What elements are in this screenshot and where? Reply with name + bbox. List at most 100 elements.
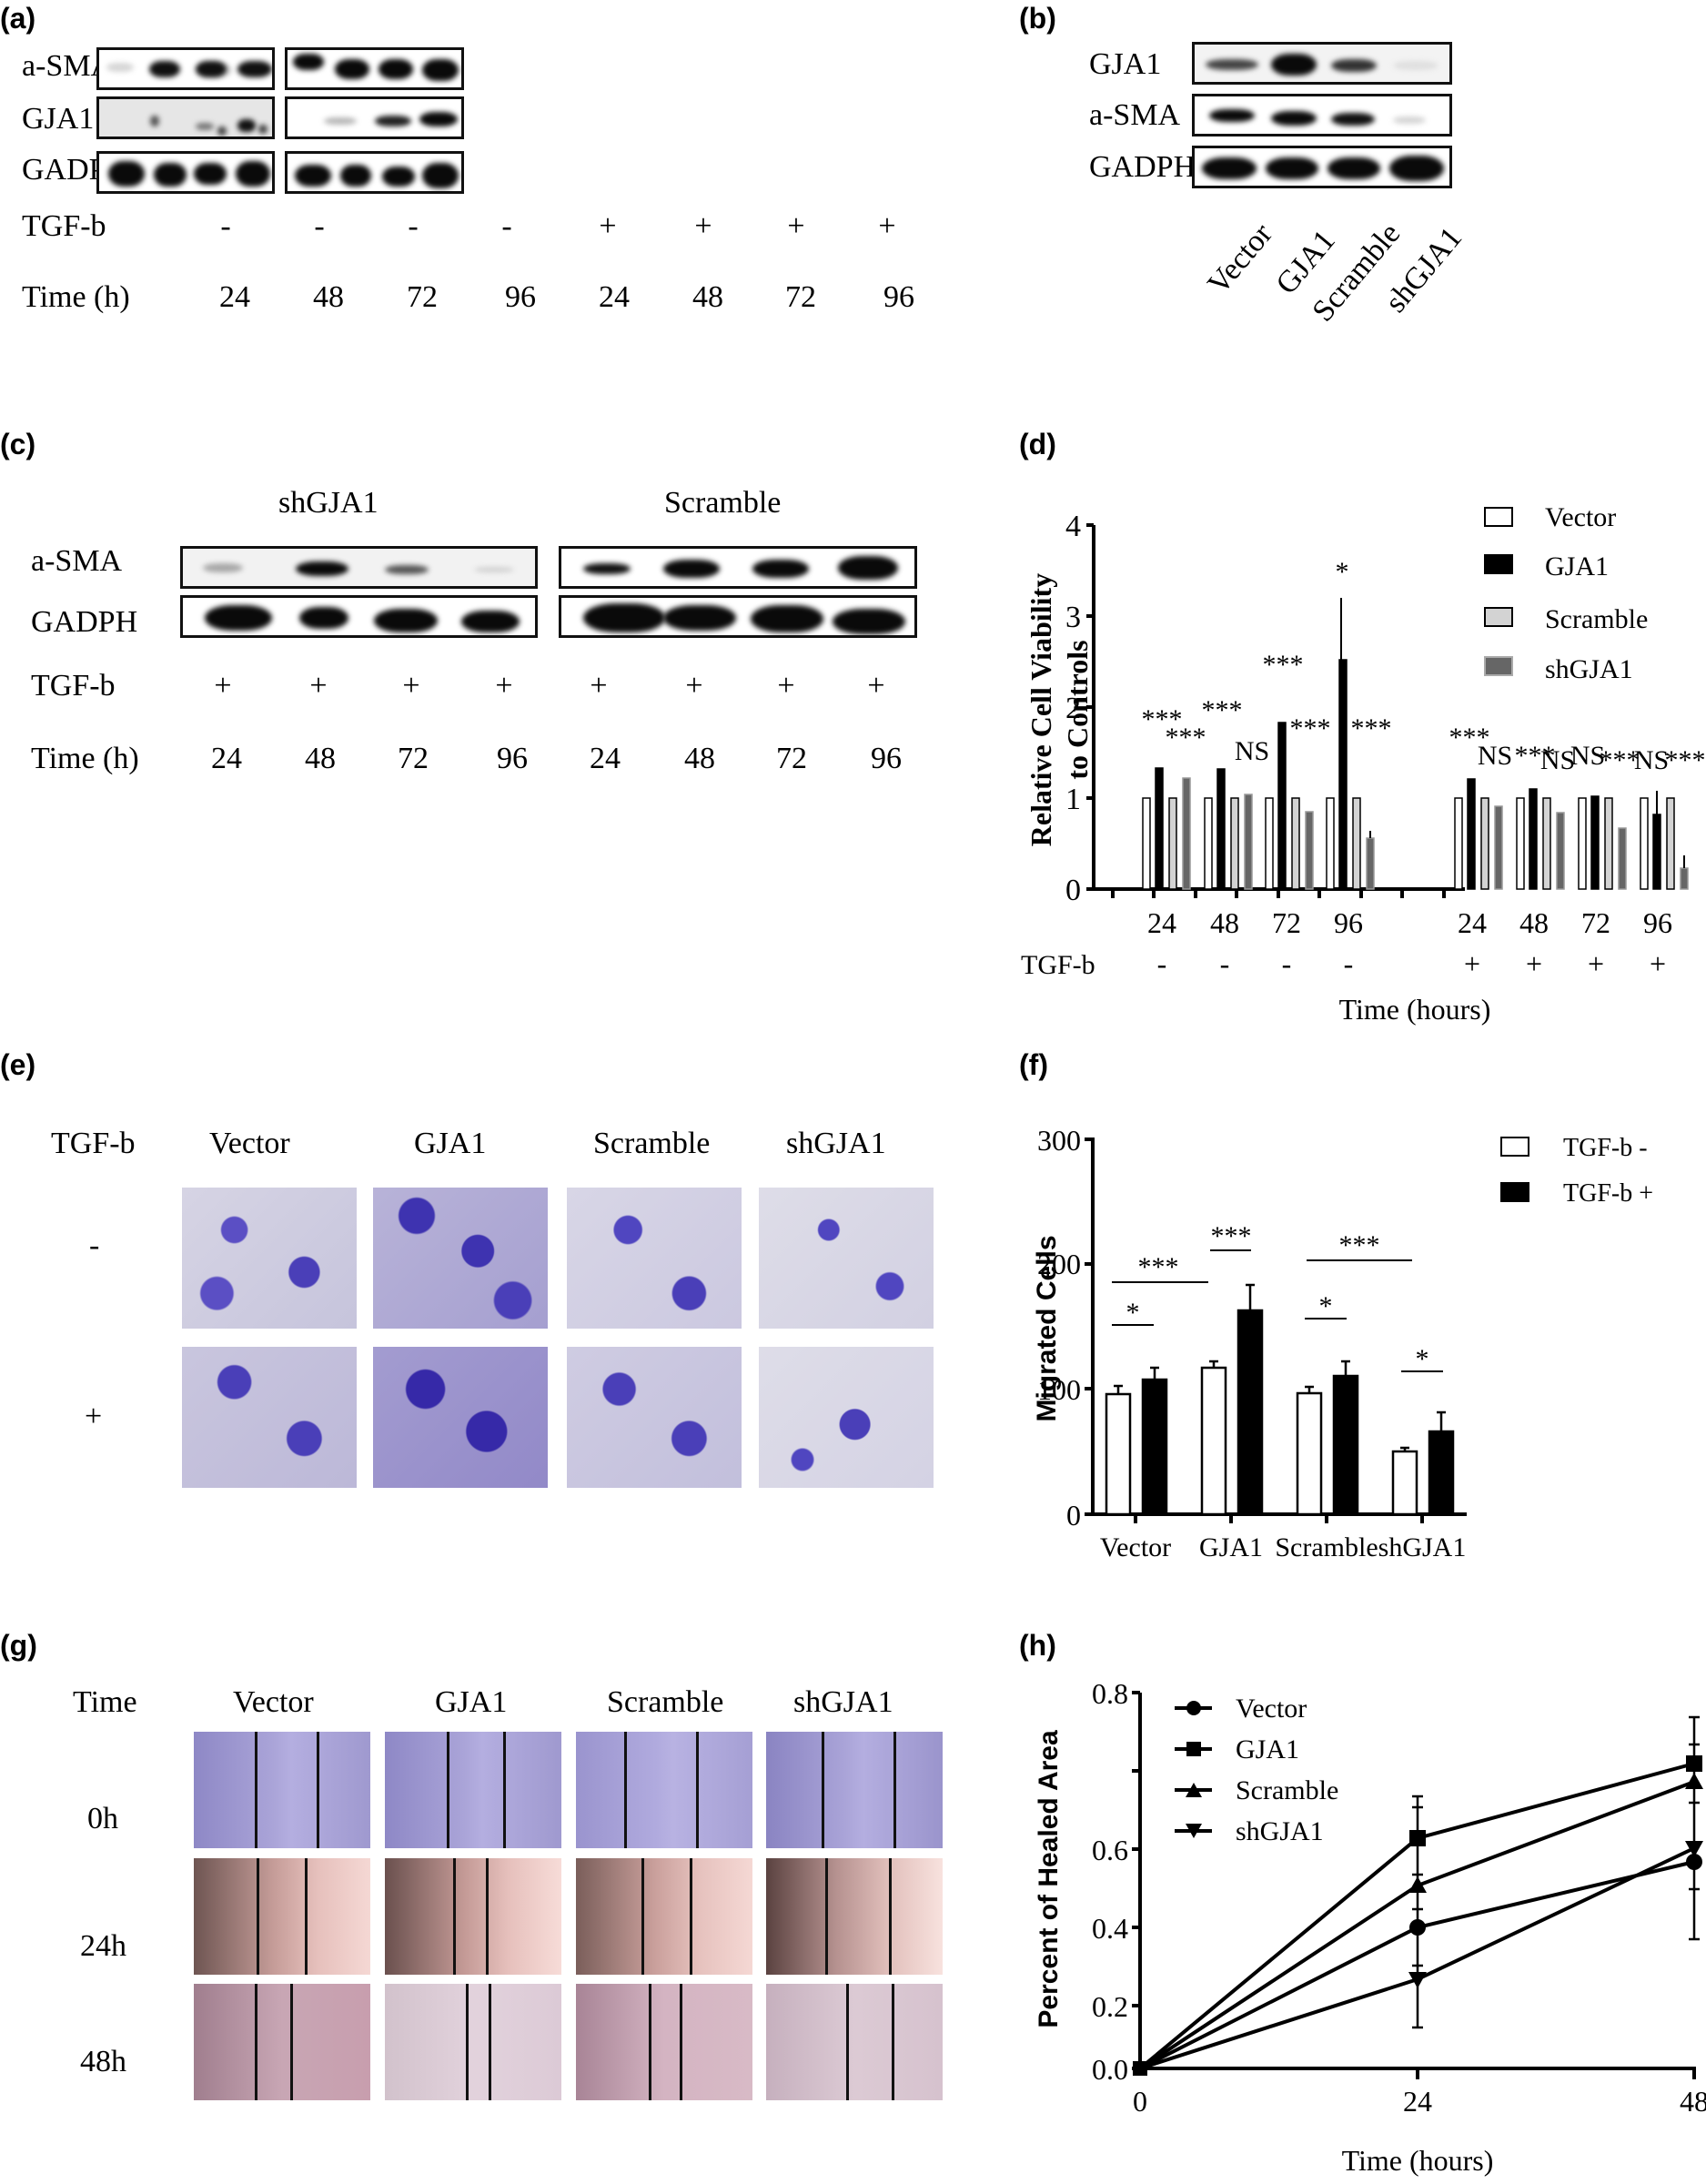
svg-text:Scramble: Scramble (1275, 1532, 1378, 1562)
row-label-asma: a-SMA (1089, 98, 1181, 132)
tgf-sign: + (867, 669, 885, 703)
col-header-vector: Vector (209, 1127, 290, 1160)
tgf-sign: - (220, 209, 231, 243)
transwell-image (759, 1347, 934, 1488)
row-label-gadph: GADPH (1089, 150, 1196, 184)
tgf-label-c: TGF-b (31, 669, 116, 703)
panel-label-g: (g) (0, 1629, 37, 1662)
row-label-minus: - (89, 1228, 100, 1262)
tgf-sign: + (590, 669, 608, 703)
svg-text:*: * (1336, 557, 1349, 587)
svg-text:200: 200 (1037, 1248, 1081, 1280)
svg-text:0.4: 0.4 (1092, 1912, 1128, 1945)
svg-text:NS: NS (1540, 745, 1575, 775)
svg-text:2: 2 (1065, 692, 1081, 725)
svg-text:Migrated Cells: Migrated Cells (1032, 1235, 1062, 1421)
time-label-c: Time (h) (31, 742, 139, 775)
transwell-image (567, 1347, 742, 1488)
panel-label-b: (b) (1019, 2, 1056, 35)
scratch-image (766, 1984, 943, 2100)
tgf-sign: - (314, 209, 325, 243)
group-label-shgja1: shGJA1 (278, 486, 379, 520)
tgf-sign: + (495, 669, 513, 703)
blot-asma-shgja1 (180, 546, 538, 589)
svg-text:TGF-b: TGF-b (1021, 950, 1095, 980)
svg-text:***: *** (1138, 1252, 1179, 1282)
row-label-plus: + (85, 1400, 103, 1433)
time-value: 24 (599, 280, 630, 314)
svg-text:*: * (1416, 1344, 1429, 1374)
time-label-a: Time (h) (22, 280, 130, 314)
svg-text:to Controls: to Controls (1061, 640, 1094, 779)
panel-label-f: (f) (1019, 1048, 1048, 1081)
svg-text:Percent of Healed Area: Percent of Healed Area (1034, 1730, 1064, 2028)
transwell-image (373, 1347, 548, 1488)
svg-text:***: *** (1351, 713, 1392, 743)
svg-text:0.8: 0.8 (1092, 1677, 1128, 1710)
svg-text:GJA1: GJA1 (1236, 1734, 1299, 1764)
time-value: 72 (785, 280, 816, 314)
svg-text:24: 24 (1147, 906, 1176, 939)
blot-gja1-tgf-minus (96, 96, 275, 139)
svg-text:***: *** (1600, 745, 1640, 775)
time-value: 72 (776, 742, 807, 775)
scratch-image (194, 1858, 370, 1975)
scratch-image (576, 1732, 752, 1848)
viability-bar-chart: ****** ***NS ****** **** ***NS ***NS NS*… (1021, 502, 1706, 1026)
scratch-image (385, 1984, 561, 2100)
blot-asma-tgf-plus (285, 47, 464, 90)
svg-text:***: *** (1142, 704, 1183, 734)
time-value: 48 (305, 742, 336, 775)
blot-asma (1192, 94, 1452, 136)
svg-text:0: 0 (1066, 1499, 1081, 1532)
transwell-image (182, 1188, 357, 1329)
svg-text:48: 48 (1210, 906, 1239, 939)
time-value: 24 (211, 742, 242, 775)
svg-text:***: *** (1166, 723, 1206, 753)
time-value: 48 (692, 280, 723, 314)
tgf-sign: + (309, 669, 328, 703)
col-header-scramble: Scramble (607, 1685, 724, 1719)
migrated-cells-bar-chart: * *** *** * *** * 0 100 200 300 Vector G… (1032, 1124, 1653, 1562)
row-label-48h: 48h (80, 2045, 126, 2078)
blot-gadph-tgf-plus (285, 151, 464, 194)
svg-text:GJA1: GJA1 (1199, 1532, 1263, 1562)
time-value: 96 (883, 280, 914, 314)
blot-gja1-tgf-plus (285, 96, 464, 139)
transwell-image (567, 1188, 742, 1329)
svg-text:Vector: Vector (1236, 1694, 1307, 1724)
group-label-scramble: Scramble (664, 486, 782, 520)
tgf-sign: - (408, 209, 419, 243)
time-value: 96 (505, 280, 536, 314)
transwell-image (373, 1188, 548, 1329)
panel-label-c: (c) (0, 428, 36, 460)
scratch-image (766, 1732, 943, 1848)
blot-gadph (1192, 146, 1452, 188)
svg-text:0.2: 0.2 (1092, 1990, 1128, 2023)
time-value: 72 (398, 742, 429, 775)
svg-text:shGJA1: shGJA1 (1545, 654, 1633, 684)
tgf-sign: + (694, 209, 712, 243)
col-header-scramble: Scramble (593, 1127, 711, 1160)
time-value: 24 (219, 280, 250, 314)
svg-text:48: 48 (1519, 906, 1549, 939)
scratch-image (385, 1732, 561, 1848)
blot-gadph-tgf-minus (96, 151, 275, 194)
svg-text:***: *** (1449, 723, 1490, 753)
col-header-gja1: GJA1 (414, 1127, 487, 1160)
blot-asma-tgf-minus (96, 47, 275, 90)
col-header-shgja1: shGJA1 (786, 1127, 886, 1160)
svg-text:NS: NS (1570, 741, 1605, 771)
tgf-sign: + (878, 209, 896, 243)
row-label-gadph: GADPH (31, 605, 138, 639)
svg-text:0.6: 0.6 (1092, 1834, 1128, 1866)
svg-text:***: *** (1515, 741, 1556, 771)
svg-text:Time (hours): Time (hours) (1342, 2144, 1494, 2177)
svg-text:NS: NS (1634, 745, 1669, 775)
row-label-0h: 0h (87, 1802, 118, 1835)
svg-text:shGJA1: shGJA1 (1378, 1532, 1467, 1562)
transwell-image (182, 1347, 357, 1488)
scratch-image (385, 1858, 561, 1975)
svg-text:Vector: Vector (1545, 502, 1616, 532)
